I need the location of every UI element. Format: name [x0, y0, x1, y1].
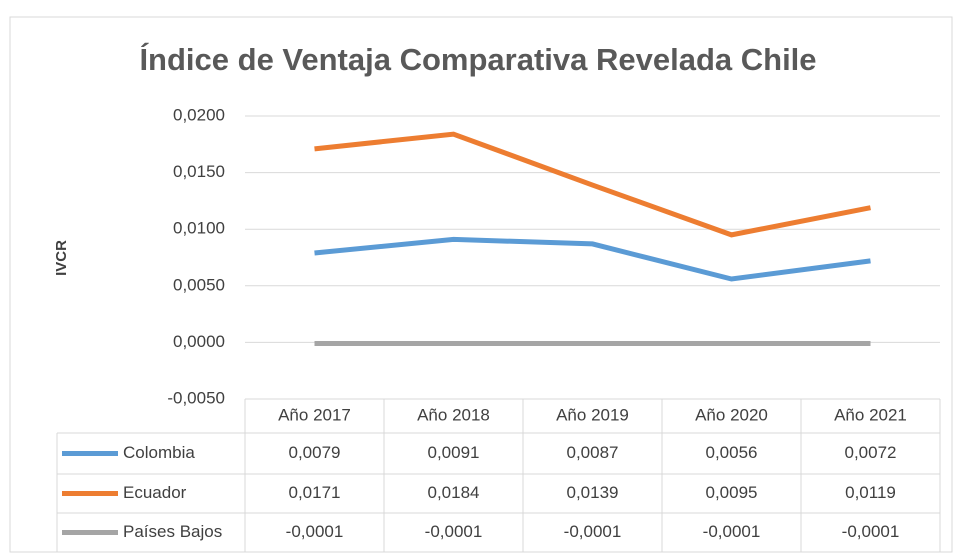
legend-label: Ecuador: [123, 483, 187, 502]
table-value: 0,0056: [706, 443, 758, 462]
x-tick-label: Año 2017: [278, 405, 351, 424]
table-value: -0,0001: [703, 522, 761, 541]
table-value: 0,0091: [428, 443, 480, 462]
table-value: 0,0184: [428, 483, 480, 502]
y-tick-label: 0,0150: [173, 162, 225, 181]
table-value: 0,0171: [289, 483, 341, 502]
x-tick-label: Año 2019: [556, 405, 629, 424]
x-tick-label: Año 2020: [695, 405, 768, 424]
table-value: -0,0001: [286, 522, 344, 541]
x-tick-label: Año 2021: [834, 405, 907, 424]
y-axis-label: IVCR: [53, 240, 70, 276]
legend-label: Países Bajos: [123, 522, 222, 541]
table-value: 0,0087: [567, 443, 619, 462]
table-value: 0,0139: [567, 483, 619, 502]
table-value: 0,0079: [289, 443, 341, 462]
table-value: 0,0119: [845, 483, 896, 502]
table-value: 0,0095: [706, 483, 758, 502]
y-tick-label: 0,0100: [173, 219, 225, 238]
y-tick-label: -0,0050: [167, 388, 225, 407]
table-value: -0,0001: [425, 522, 483, 541]
y-tick-label: 0,0000: [173, 332, 225, 351]
table-value: 0,0072: [845, 443, 897, 462]
table-value: -0,0001: [564, 522, 622, 541]
line-series: [314, 236, 871, 282]
x-tick-label: Año 2018: [417, 405, 490, 424]
legend-label: Colombia: [123, 443, 195, 462]
y-tick-label: 0,0200: [173, 105, 225, 124]
chart-border: [9, 16, 953, 553]
line-series: [314, 131, 871, 238]
y-tick-label: 0,0050: [173, 275, 225, 294]
chart-title: Índice de Ventaja Comparativa Revelada C…: [139, 42, 816, 77]
table-value: -0,0001: [842, 522, 900, 541]
